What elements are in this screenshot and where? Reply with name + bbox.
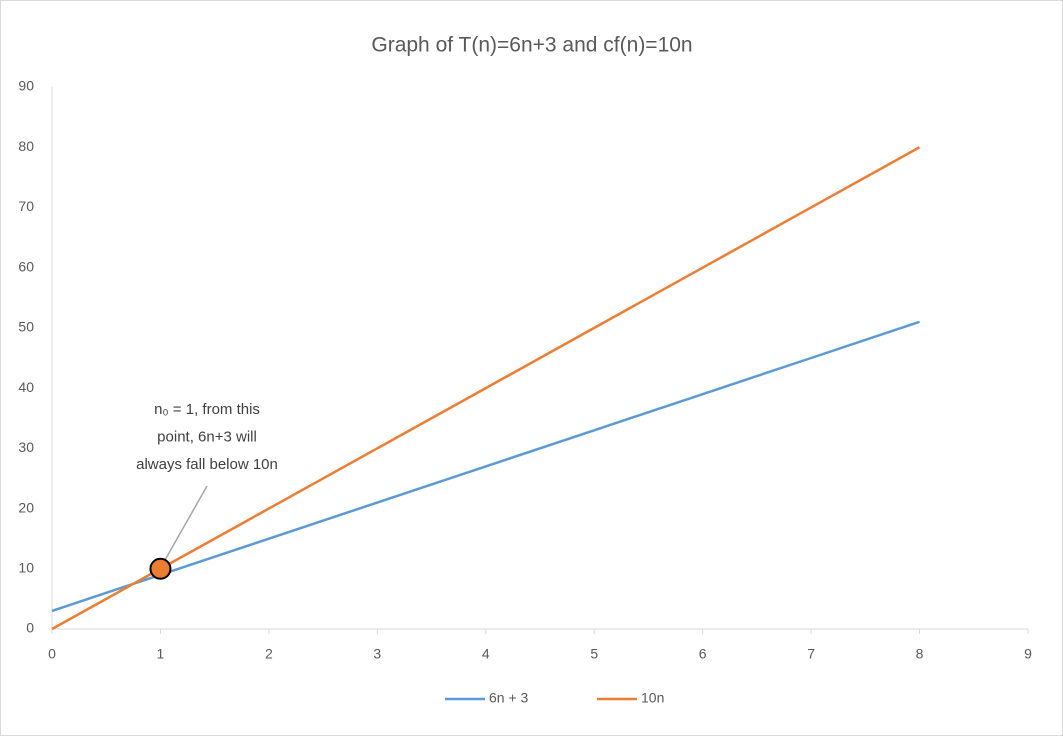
x-tick-label: 4 (482, 646, 490, 662)
y-tick-label: 40 (18, 379, 34, 395)
y-tick-label: 70 (18, 198, 34, 214)
y-tick-label: 60 (18, 258, 34, 274)
y-tick-label: 50 (18, 319, 34, 335)
x-tick-label: 5 (590, 646, 598, 662)
chart-title: Graph of T(n)=6n+3 and cf(n)=10n (371, 34, 692, 57)
x-tick-label: 3 (373, 646, 381, 662)
y-tick-label: 90 (18, 78, 34, 94)
y-tick-label: 30 (18, 439, 34, 455)
y-tick-label: 20 (18, 499, 34, 515)
annotation-text: n₀ = 1, from this (154, 401, 260, 418)
x-tick-label: 9 (1024, 646, 1032, 662)
annotation-marker (149, 557, 172, 580)
y-tick-label: 80 (18, 138, 34, 154)
legend-label: 10n (641, 690, 664, 706)
series-line (51, 146, 921, 631)
x-tick-label: 2 (265, 646, 273, 662)
x-tick-label: 8 (916, 646, 924, 662)
y-tick-label: 10 (18, 559, 34, 575)
y-tick-label: 0 (26, 620, 34, 636)
legend-label: 6n + 3 (489, 690, 529, 706)
x-tick-label: 7 (807, 646, 815, 662)
x-tick-label: 1 (157, 646, 165, 662)
annotation-leader (162, 485, 208, 564)
series-line (51, 320, 920, 613)
annotation-text: always fall below 10n (136, 456, 278, 473)
x-tick-label: 6 (699, 646, 707, 662)
annotation-text: point, 6n+3 will (157, 428, 257, 445)
x-tick-label: 0 (48, 646, 56, 662)
